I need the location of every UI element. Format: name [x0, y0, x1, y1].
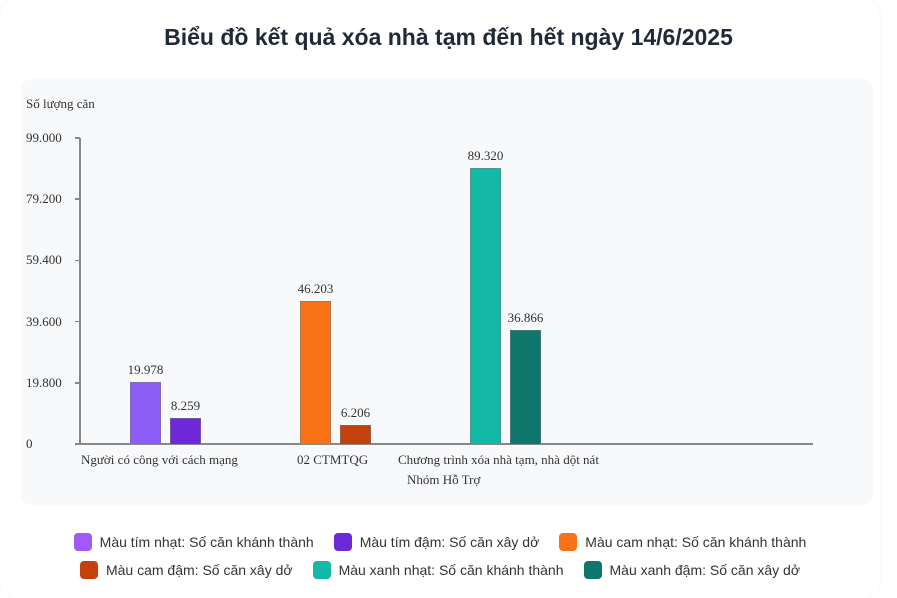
x-category-label-line: 02 CTMTQG — [297, 452, 369, 467]
y-tick-label: 59.400 — [26, 252, 62, 268]
bar[interactable] — [300, 301, 331, 444]
bar-value-label: 6.206 — [340, 404, 371, 420]
bar[interactable] — [170, 418, 201, 444]
legend-label: Màu xanh nhạt: Số căn khánh thành — [338, 562, 564, 578]
x-category-label-line: Chương trình xóa nhà tạm, nhà dột nát — [398, 452, 599, 467]
bar[interactable] — [510, 330, 541, 444]
plot-panel — [21, 79, 873, 505]
y-axis — [79, 138, 81, 445]
legend-swatch-icon — [312, 561, 331, 579]
legend-item[interactable]: Màu xanh nhạt: Số căn khánh thành — [312, 561, 564, 579]
y-tick-label: 0 — [26, 436, 33, 451]
bar[interactable] — [130, 382, 161, 444]
bar-value-label: 46.203 — [297, 281, 334, 297]
bar-value-label: 19.978 — [127, 362, 164, 378]
x-category-sublabel: Nhóm Hỗ Trợ — [407, 472, 481, 487]
legend-swatch-icon — [559, 533, 578, 551]
y-tick-mark — [75, 259, 80, 262]
y-tick-label: 19.800 — [26, 374, 62, 390]
x-category-label-line: Người có công với cách mạng — [81, 452, 238, 467]
y-tick-label: 39.600 — [26, 313, 62, 329]
legend-swatch-icon — [583, 561, 602, 579]
legend: Màu tím nhạt: Số căn khánh thành Màu tím … — [0, 528, 880, 584]
y-tick-mark — [75, 382, 80, 384]
legend-item[interactable]: Màu xanh đậm: Số căn xây dở — [583, 561, 801, 579]
x-axis — [75, 443, 813, 445]
y-tick-mark — [75, 320, 80, 323]
bar-value-label: 8.259 — [170, 398, 201, 414]
legend-label: Màu tím nhạt: Số căn khánh thành — [99, 534, 314, 550]
y-tick-label: 79.200 — [26, 191, 62, 207]
legend-label: Màu xanh đậm: Số căn xây dở — [609, 562, 801, 578]
legend-item[interactable]: Màu cam nhạt: Số căn khánh thành — [559, 533, 806, 551]
bar-value-label: 89.320 — [467, 147, 504, 163]
bar-value-label: 36.866 — [507, 310, 544, 326]
x-category-label: Chương trình xóa nhà tạm, nhà dột nát Nhó… — [398, 450, 599, 490]
legend-swatch-icon — [333, 533, 352, 551]
x-category-label: Người có công với cách mạng — [81, 450, 238, 470]
legend-item[interactable]: Màu tím nhạt: Số căn khánh thành — [73, 533, 314, 551]
y-tick-label: 99.000 — [26, 130, 62, 145]
legend-label: Màu tím đậm: Số căn xây dở — [359, 534, 540, 550]
y-axis-label: Số lượng căn — [26, 96, 95, 111]
x-category-label: 02 CTMTQG — [297, 450, 368, 470]
legend-label: Màu cam nhạt: Số căn khánh thành — [585, 534, 807, 550]
bar[interactable] — [470, 167, 501, 444]
chart-title: Biểu đồ kết quả xóa nhà tạm đến hết ngày… — [164, 24, 733, 50]
y-tick-mark — [75, 198, 80, 200]
bar[interactable] — [340, 424, 371, 444]
legend-label: Màu cam đậm: Số căn xây dở — [105, 562, 293, 578]
y-tick-mark — [75, 137, 80, 139]
legend-item[interactable]: Màu cam đậm: Số căn xây dở — [79, 561, 293, 579]
legend-item[interactable]: Màu tím đậm: Số căn xây dở — [333, 533, 540, 551]
legend-swatch-icon — [73, 533, 92, 551]
legend-swatch-icon — [79, 561, 98, 579]
